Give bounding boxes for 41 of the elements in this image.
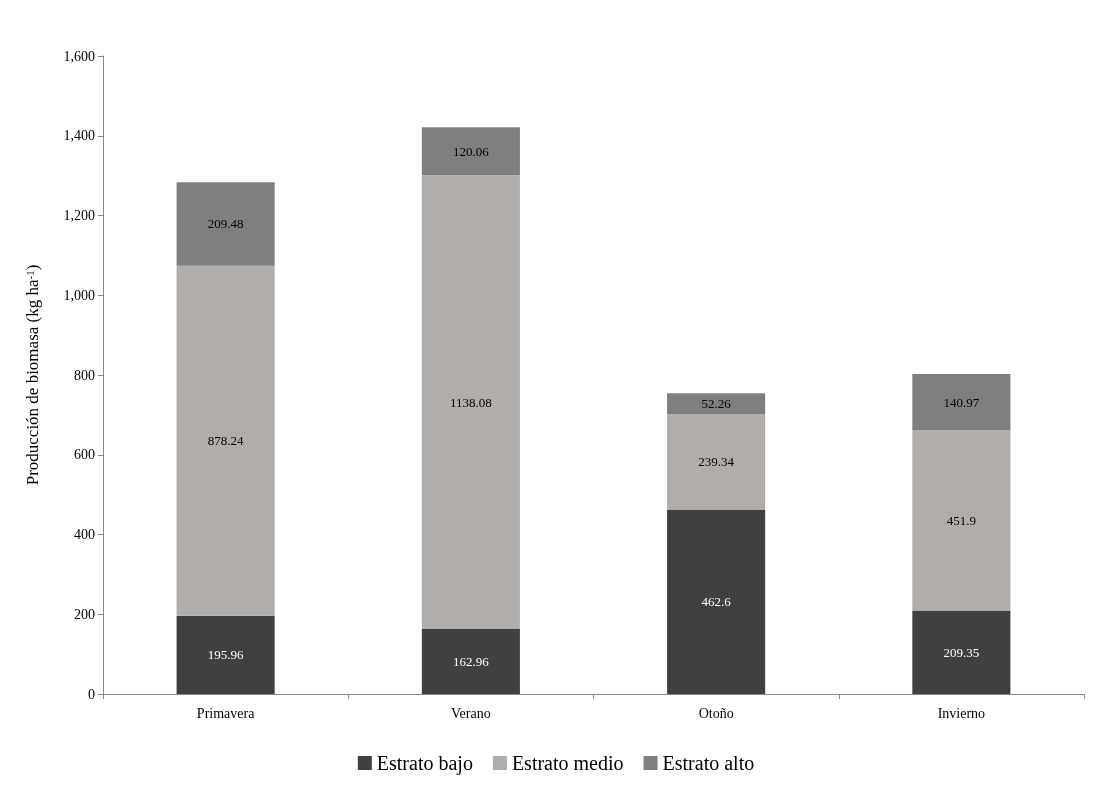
data-label: 209.35 (943, 644, 980, 660)
data-label: 52.26 (701, 396, 732, 412)
data-label: 195.96 (207, 647, 244, 663)
data-label: 451.9 (946, 512, 976, 528)
data-label: 120.06 (453, 143, 490, 159)
data-label: 239.34 (698, 454, 735, 470)
y-tick-label: 600 (74, 447, 95, 463)
y-tick-label: 200 (74, 606, 95, 622)
bar (421, 175, 520, 630)
bar (912, 374, 1011, 431)
y-tick-label: 800 (74, 367, 95, 383)
x-tick-label: Otoño (698, 705, 734, 721)
bar (176, 265, 275, 616)
data-label: 1138.08 (449, 394, 492, 410)
y-axis-title: Producción de biomasa (kg ha-1) (23, 264, 42, 486)
bar (421, 127, 520, 176)
bar (667, 414, 766, 510)
bar (912, 610, 1011, 694)
y-tick-label: 1,600 (63, 48, 95, 64)
legend-label: Estrato alto (662, 752, 755, 774)
y-tick-label: 400 (74, 527, 95, 542)
bar (176, 615, 275, 694)
y-tick-label: 1,400 (63, 128, 95, 144)
bar (176, 182, 275, 266)
x-tick-label: Invierno (937, 705, 986, 721)
bar (667, 509, 766, 694)
bar (912, 430, 1011, 611)
data-label: 462.6 (701, 594, 732, 610)
bar (667, 393, 766, 415)
bar (421, 629, 520, 694)
y-tick-label: 1,200 (63, 208, 95, 223)
data-label: 162.96 (453, 654, 490, 670)
y-tick-label: 1,000 (63, 287, 95, 303)
legend-label: Estrato bajo (376, 752, 473, 775)
data-label: 140.97 (943, 394, 980, 410)
data-label: 878.24 (207, 433, 244, 449)
y-tick-label: 0 (88, 686, 95, 702)
x-tick-label: Verano (451, 705, 491, 721)
data-label: 209.48 (207, 216, 244, 232)
x-tick-label: Primavera (196, 705, 256, 721)
legend-label: Estrato medio (511, 752, 624, 774)
